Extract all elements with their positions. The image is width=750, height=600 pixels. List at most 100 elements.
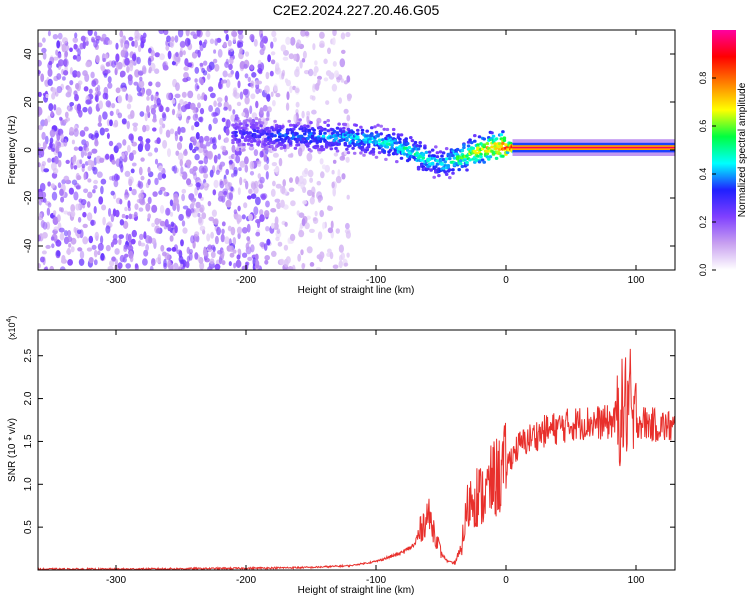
heatmap-cell xyxy=(370,126,374,130)
heatmap-cell xyxy=(147,213,151,220)
heatmap-cell xyxy=(198,160,204,165)
heatmap-cell xyxy=(275,236,280,242)
heatmap-cell xyxy=(331,169,335,175)
x-tick-label: -300 xyxy=(106,575,126,586)
heatmap-cell xyxy=(225,181,231,191)
heatmap-cell xyxy=(138,207,144,212)
heatmap-cell xyxy=(239,122,243,126)
heatmap-cell xyxy=(275,62,280,69)
heatmap-cell xyxy=(39,182,46,192)
heatmap-cell xyxy=(273,83,278,92)
heatmap-cell xyxy=(138,181,144,189)
heatmap-cell xyxy=(253,129,257,133)
heatmap-cell xyxy=(187,38,191,46)
heatmap-cell xyxy=(136,56,141,65)
heatmap-cell xyxy=(60,207,64,213)
heatmap-cell xyxy=(122,220,129,229)
colorbar-tick-label: 0.4 xyxy=(698,168,708,181)
heatmap-cell xyxy=(423,146,427,150)
heatmap-cell xyxy=(223,30,229,34)
heatmap-cell xyxy=(87,178,92,183)
heatmap-cell xyxy=(194,146,199,151)
heatmap-cell xyxy=(415,154,419,158)
heatmap-cell xyxy=(254,259,260,269)
heatmap-cell xyxy=(323,77,329,82)
heatmap-cell xyxy=(365,129,370,133)
heatmap-cell xyxy=(228,49,231,56)
heatmap-cell xyxy=(152,127,157,132)
heatmap-cell xyxy=(131,40,136,47)
heatmap-cell xyxy=(253,206,259,216)
heatmap-cell xyxy=(130,110,135,119)
heatmap-cell xyxy=(316,117,322,124)
heatmap-cell xyxy=(279,143,284,147)
heatmap-cell xyxy=(237,187,241,196)
heatmap-cell xyxy=(186,246,190,254)
heatmap-cell xyxy=(165,45,170,51)
heatmap-cell xyxy=(158,165,163,172)
y-tick-label: 2.0 xyxy=(23,391,34,405)
heatmap-cell xyxy=(161,123,166,129)
heatmap-cell xyxy=(220,79,224,85)
heatmap-cell xyxy=(118,238,122,246)
heatmap-cell xyxy=(47,115,51,123)
heatmap-cell xyxy=(316,180,322,186)
heatmap-cell xyxy=(368,137,373,141)
heatmap-cell xyxy=(154,68,160,74)
heatmap-cell xyxy=(70,210,76,218)
heatmap-cell xyxy=(346,75,351,83)
heatmap-cell xyxy=(432,154,437,158)
heatmap-cell xyxy=(379,132,384,136)
heatmap-cell xyxy=(337,142,341,146)
heatmap-cell xyxy=(73,43,78,50)
heatmap-cell xyxy=(338,244,344,253)
heatmap-cell xyxy=(139,233,144,240)
heatmap-cell xyxy=(216,97,223,103)
heatmap-cell xyxy=(203,135,210,142)
heatmap-cell xyxy=(108,140,114,147)
heatmap-cell xyxy=(166,247,172,252)
heatmap-cell xyxy=(125,215,129,220)
heatmap-cell xyxy=(321,147,326,151)
heatmap-cell xyxy=(210,92,216,99)
heatmap-cell xyxy=(163,191,167,197)
heatmap-cell xyxy=(101,204,107,211)
heatmap-cell xyxy=(186,255,191,262)
heatmap-cell xyxy=(289,85,293,94)
heatmap-cell xyxy=(192,211,198,218)
heatmap-cell xyxy=(211,209,217,217)
heatmap-cell xyxy=(311,109,317,115)
heatmap-cell xyxy=(77,216,82,223)
heatmap-cell xyxy=(435,155,440,159)
heatmap-cell xyxy=(93,185,98,190)
heatmap-cell xyxy=(59,116,63,121)
heatmap-cell xyxy=(271,162,278,167)
heatmap-cell xyxy=(210,251,216,259)
heatmap-cell xyxy=(161,173,167,179)
heatmap-cell xyxy=(185,159,192,167)
heatmap-cell xyxy=(150,50,155,57)
heatmap-cell xyxy=(224,95,228,103)
heatmap-cell xyxy=(177,126,181,135)
heatmap-cell xyxy=(382,149,387,153)
heatmap-cell xyxy=(266,93,271,102)
heatmap-cell xyxy=(241,112,246,117)
heatmap-cell xyxy=(387,153,391,157)
heatmap-cell xyxy=(281,134,285,138)
heatmap-cell xyxy=(93,249,98,258)
heatmap-cell xyxy=(341,173,346,180)
heatmap-cell xyxy=(198,116,203,123)
heatmap-cell xyxy=(56,214,61,223)
heatmap-cell xyxy=(323,120,327,124)
heatmap-cell xyxy=(93,179,99,185)
heatmap-cell xyxy=(297,253,302,262)
heatmap-cell xyxy=(266,106,272,113)
heatmap-cell xyxy=(105,61,111,67)
heatmap-cell xyxy=(416,147,421,151)
heatmap-cell xyxy=(110,241,114,248)
heatmap-cell xyxy=(259,241,266,248)
heatmap-cell xyxy=(296,210,300,216)
heatmap-cell xyxy=(224,236,230,245)
heatmap-cell xyxy=(283,49,289,56)
x-tick-label: -300 xyxy=(106,275,126,286)
